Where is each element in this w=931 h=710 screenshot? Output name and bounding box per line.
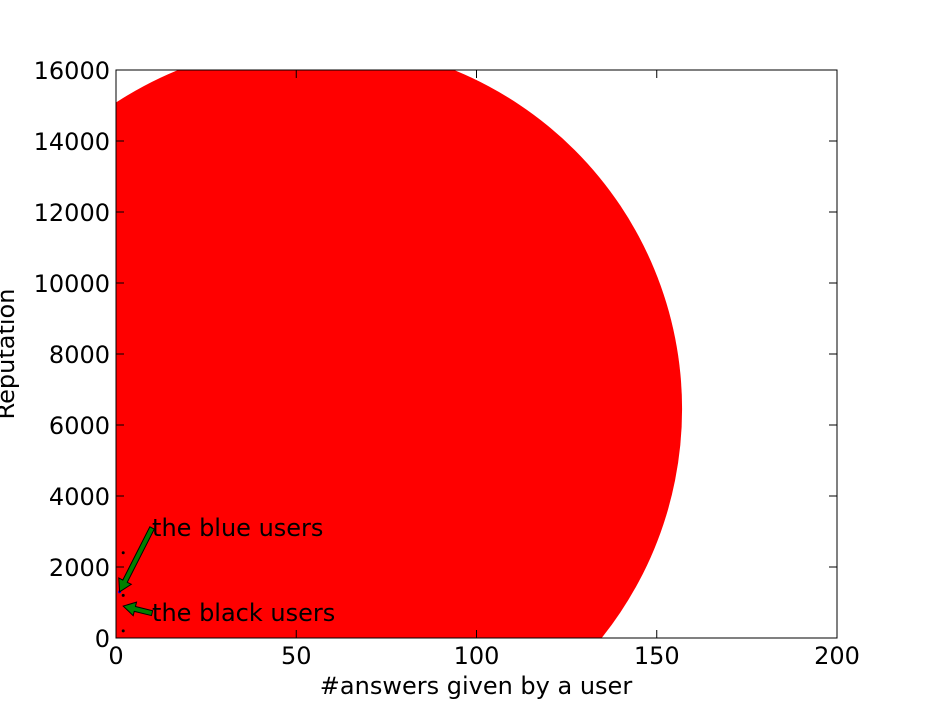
x-tick-label: 50 [281,642,312,670]
scatter-point [116,70,682,638]
annotation-arrow [118,526,155,593]
y-tick-label: 4000 [49,483,110,511]
x-tick-label: 150 [634,642,680,670]
y-tick-label: 6000 [49,412,110,440]
y-tick-label: 0 [95,625,110,653]
x-tick-label: 0 [108,642,123,670]
plot-area [116,70,682,638]
x-tick-label: 200 [814,642,860,670]
y-tick-label: 8000 [49,341,110,369]
y-axis-label: Reputation [0,289,20,420]
scatter-point [121,629,125,633]
y-tick-label: 10000 [34,270,110,298]
y-tick-label: 14000 [34,128,110,156]
y-tick-label: 2000 [49,554,110,582]
annotation-arrow [122,601,154,617]
scatter-point [121,551,125,555]
y-tick-label: 12000 [34,199,110,227]
annotation-text: the blue users [152,514,323,542]
x-axis-label: #answers given by a user [320,672,633,700]
scatter-point [121,593,125,597]
x-tick-label: 100 [454,642,500,670]
annotation-text: the black users [152,599,335,627]
y-tick-label: 16000 [34,57,110,85]
